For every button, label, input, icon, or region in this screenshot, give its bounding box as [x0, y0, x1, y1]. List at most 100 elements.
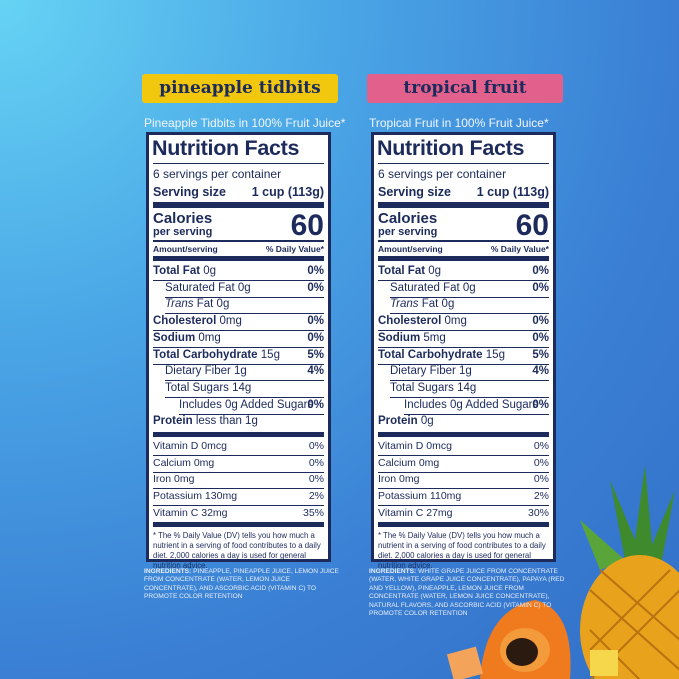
nutrient-dv: 4% [307, 365, 324, 378]
nutrient-name: Dietary Fiber [390, 365, 456, 378]
rule [378, 523, 549, 527]
rule [378, 202, 549, 208]
per-serving: per serving [378, 226, 438, 238]
nutrient-amount: 14g [457, 381, 477, 394]
product-badge: tropical fruit [367, 74, 563, 103]
nutrient-row: Total Sugars 14g [390, 382, 476, 394]
nutrient-dv: 4% [532, 365, 549, 378]
rule [390, 380, 549, 382]
nutrient-name: Protein [378, 415, 418, 428]
rule [165, 296, 324, 298]
nutrient-name: Total Fat [378, 265, 426, 277]
label-title: Nutrition Facts [152, 136, 300, 160]
nutrient-dv: 0% [307, 265, 324, 277]
rule [390, 313, 549, 315]
fruit-illustration [446, 465, 679, 679]
rule [378, 363, 549, 365]
nutrient-amount: 5mg [423, 331, 446, 344]
nutrient-dv: 0% [532, 265, 549, 277]
rule [153, 256, 324, 261]
calories-value: 60 [290, 209, 324, 242]
vitamin-name: Calcium 0mg [378, 456, 440, 469]
calories-value: 60 [515, 209, 549, 242]
nutrient-row: Sodium 5mg [378, 332, 446, 344]
nutrient-dv: 0% [532, 398, 549, 411]
per-serving: per serving [153, 226, 213, 238]
nutrient-name: Trans [390, 298, 419, 311]
rule [179, 413, 324, 415]
vitamin-name: Calcium 0mg [153, 456, 215, 469]
nutrient-dv: 0% [307, 331, 324, 344]
ingredients-label: INGREDIENTS: [369, 568, 417, 575]
ingredients: INGREDIENTS: PINEAPPLE, PINEAPPLE JUICE,… [144, 568, 340, 602]
servings: 6 servings per container [153, 167, 282, 181]
nutrient-dv: 0% [307, 398, 324, 411]
vitamin-dv: 30% [527, 506, 549, 519]
nutrient-amount: 0g [237, 281, 251, 294]
vitamin-dv: 0% [308, 440, 324, 452]
rule [378, 505, 549, 507]
rule [390, 396, 549, 398]
nutrient-dv: 0% [532, 331, 549, 344]
rule [153, 363, 324, 365]
nutrient-amount: 0g [420, 415, 434, 428]
rule [153, 240, 324, 242]
nutrient-row: Trans Fat 0g [390, 298, 454, 310]
nutrient-row: Total Sugars 14g [165, 382, 251, 394]
nutrient-name: Sodium [378, 331, 421, 344]
rule [153, 523, 324, 527]
nutrient-row: Protein 0g [378, 415, 434, 427]
vitamin-name: Vitamin D 0mcg [378, 440, 452, 452]
vitamin-dv: 0% [308, 473, 324, 486]
nutrition-label: Nutrition Facts 6 servings per container S… [371, 132, 556, 570]
vitamin-name: Potassium 130mg [153, 490, 238, 503]
nutrient-amount: 0g [462, 281, 476, 294]
nutrient-name: Includes 0g Added Sugars [179, 398, 314, 411]
rule [378, 432, 549, 437]
rule [165, 396, 324, 398]
rule [378, 521, 549, 523]
nutrient-amount: 0mg [444, 315, 467, 328]
nutrient-row: Sodium 0mg [153, 332, 221, 344]
nutrient-name: Total Sugars [165, 381, 229, 394]
nutrient-amount: Fat 0g [196, 298, 230, 311]
rule [378, 163, 549, 164]
rule [165, 313, 324, 315]
vitamin-name: Iron 0mg [378, 473, 420, 486]
rule [153, 505, 324, 507]
nutrient-row: Includes 0g Added Sugars [404, 399, 538, 411]
nutrient-name: Cholesterol [153, 315, 217, 328]
nutrient-name: Protein [153, 415, 193, 428]
nutrient-dv: 0% [532, 281, 549, 294]
amount-header: Amount/serving [378, 244, 443, 254]
nutrient-row: Total Carbohydrate 15g [378, 349, 505, 361]
nutrient-name: Saturated Fat [165, 281, 235, 294]
nutrient-amount: 1g [234, 365, 247, 378]
serving-size: 1 cup (113g) [251, 185, 324, 199]
rule [378, 455, 549, 456]
rule [153, 330, 324, 332]
vitamin-name: Potassium 110mg [378, 490, 462, 503]
nutrient-name: Sodium [153, 331, 196, 344]
rule [378, 488, 549, 490]
vitamin-dv: 0% [533, 473, 549, 486]
servings: 6 servings per container [378, 167, 507, 181]
nutrient-row: Dietary Fiber 1g [390, 365, 472, 377]
nutrient-amount: 14g [232, 381, 252, 394]
calories-label: Calories [153, 210, 213, 227]
vitamin-name: Vitamin C 32mg [153, 506, 228, 519]
rule [378, 346, 549, 348]
rule [153, 521, 324, 523]
nutrient-dv: 5% [532, 348, 549, 361]
vitamin-dv: 35% [302, 506, 324, 519]
rule [153, 163, 324, 164]
ingredients: INGREDIENTS: WHITE GRAPE JUICE FROM CONC… [369, 568, 565, 618]
ingredients-text: PINEAPPLE, PINEAPPLE JUICE, LEMON JUICE … [144, 568, 339, 601]
nutrient-amount: 0g [428, 265, 442, 277]
nutrient-amount: 0mg [198, 331, 221, 344]
rule [153, 280, 324, 281]
nutrient-row: Total Fat 0g [378, 265, 441, 277]
serving-size-label: Serving size [378, 185, 451, 199]
nutrient-name: Total Fat [153, 265, 201, 277]
